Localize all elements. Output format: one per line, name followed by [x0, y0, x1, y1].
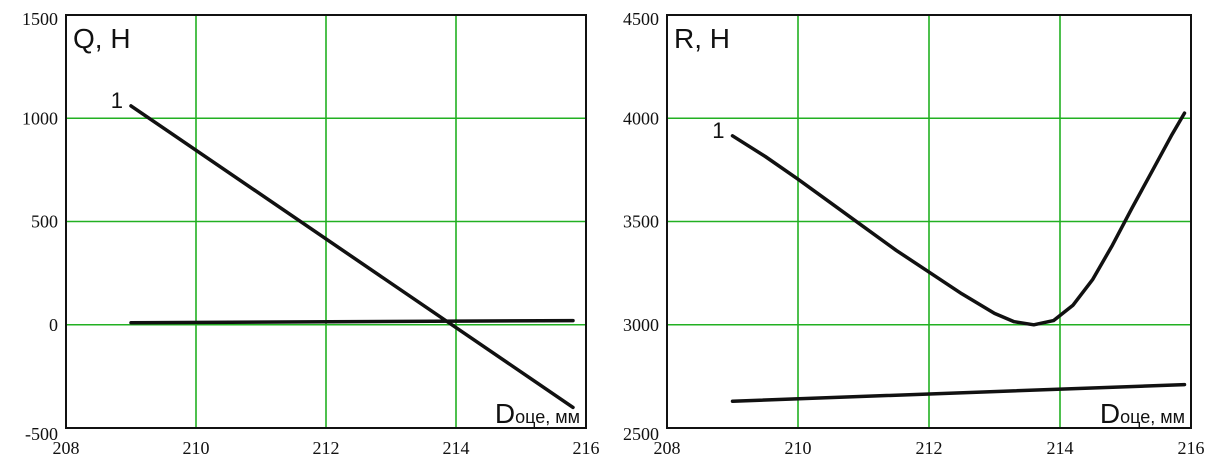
x-axis-label-sub: оце, мм	[1120, 407, 1185, 427]
y-axis-label: R, Н	[674, 23, 730, 54]
x-tick-label: 210	[183, 438, 210, 458]
x-tick-label: 212	[313, 438, 340, 458]
y-tick-label: 3000	[623, 315, 659, 335]
y-tick-label: 4500	[623, 9, 659, 29]
series-line-2	[730, 382, 1187, 403]
x-axis-label-sub: оце, мм	[515, 407, 580, 427]
x-tick-label: 208	[654, 438, 681, 458]
series-line-1	[129, 104, 575, 410]
chart-panel-r: 208 210 212 214 216 2500 3000 3500 4000 4500 R, Н D…	[623, 9, 1205, 458]
x-axis-label-main: D	[1100, 398, 1120, 429]
y-tick-label: 1000	[22, 108, 58, 128]
series-line-2	[129, 318, 575, 325]
x-tick-label: 210	[785, 438, 812, 458]
x-tick-label: 214	[1047, 438, 1074, 458]
plot-frame	[666, 14, 1192, 429]
x-tick-label: 214	[443, 438, 470, 458]
x-tick-label: 216	[573, 438, 600, 458]
y-tick-label: 3500	[623, 212, 659, 232]
chart-panel-q: 208 210 212 214 216 -500 0 500 1000 1500 Q, Н Dоце,…	[22, 9, 600, 458]
x-tick-label: 208	[53, 438, 80, 458]
x-tick-label: 216	[1178, 438, 1205, 458]
y-tick-label: -500	[25, 424, 58, 444]
x-axis-label: Dоце, мм	[1100, 398, 1185, 429]
y-tick-label: 2500	[623, 424, 659, 444]
y-tick-label: 4000	[623, 108, 659, 128]
y-tick-label: 1500	[22, 9, 58, 29]
y-axis-label: Q, Н	[73, 23, 131, 54]
x-axis-label-main: D	[495, 398, 515, 429]
y-tick-label: 0	[49, 315, 58, 335]
series-label: 1	[712, 118, 724, 143]
y-tick-label: 500	[31, 212, 58, 232]
series-line-1	[730, 111, 1187, 327]
series-label: 1	[111, 88, 123, 113]
x-axis-label: Dоце, мм	[495, 398, 580, 429]
x-tick-label: 212	[916, 438, 943, 458]
plot-frame	[65, 14, 587, 429]
